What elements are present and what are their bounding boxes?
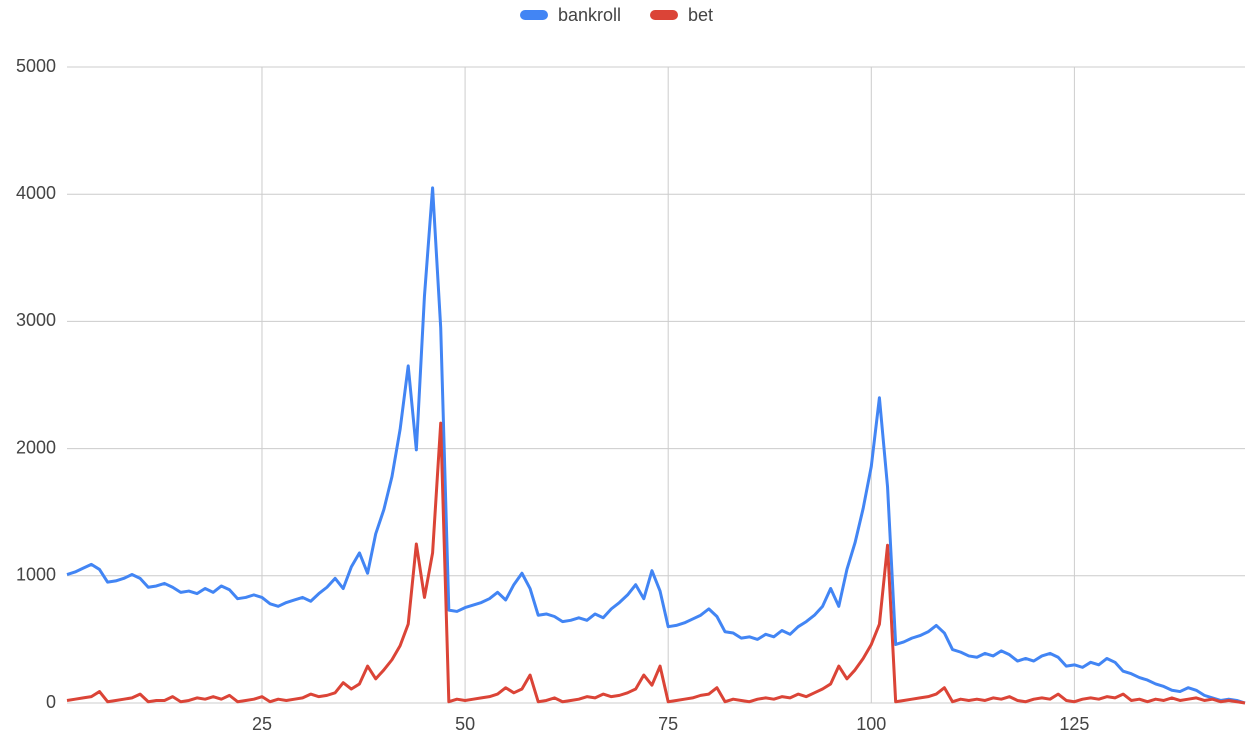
- legend-label: bet: [688, 5, 713, 25]
- legend-label: bankroll: [558, 5, 621, 25]
- x-tick-label: 125: [1059, 714, 1089, 734]
- line-series: [66, 186, 1246, 705]
- y-tick-label: 2000: [16, 437, 56, 457]
- legend: bankroll bet: [520, 5, 713, 25]
- legend-swatch: [520, 10, 548, 20]
- legend-swatch: [650, 10, 678, 20]
- x-tick-label: 25: [252, 714, 272, 734]
- y-tick-label: 3000: [16, 310, 56, 330]
- y-tick-label: 4000: [16, 183, 56, 203]
- line-series: [66, 421, 1246, 705]
- x-tick-label: 75: [658, 714, 678, 734]
- y-tick-label: 5000: [16, 56, 56, 76]
- y-tick-label: 0: [46, 692, 56, 712]
- y-tick-label: 1000: [16, 565, 56, 585]
- x-tick-label: 50: [455, 714, 475, 734]
- grid: [67, 66, 1245, 704]
- x-tick-label: 100: [856, 714, 886, 734]
